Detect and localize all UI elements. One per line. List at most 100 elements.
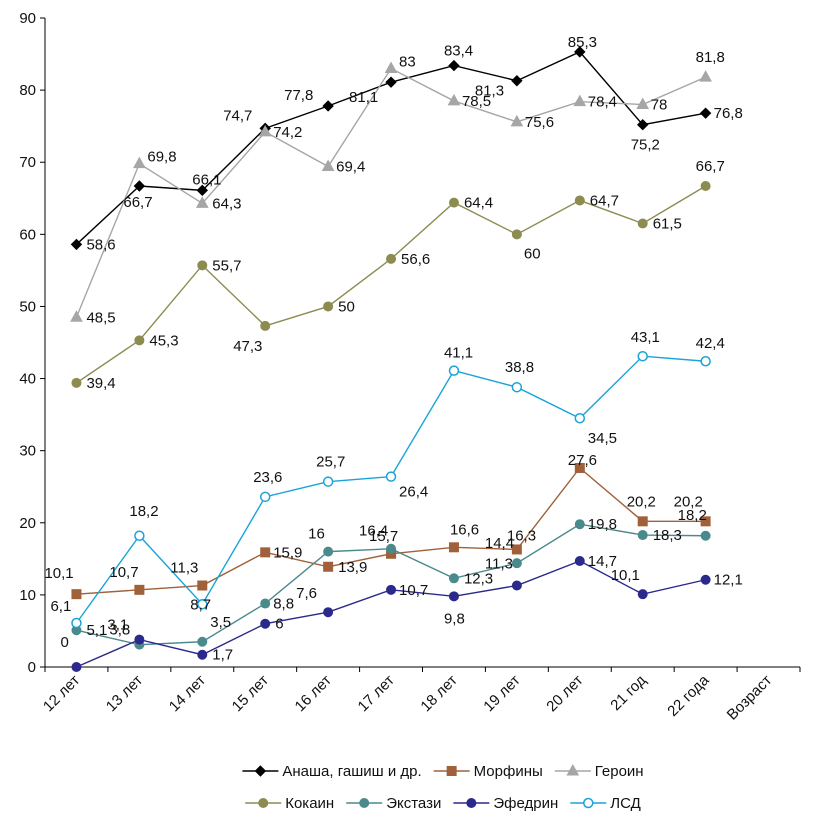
series-3-point (637, 218, 648, 229)
series-6-data-label: 34,5 (588, 430, 617, 447)
legend-item: Героин (554, 763, 644, 780)
series-3-point (511, 229, 522, 240)
series-0-data-label: 85,3 (568, 34, 597, 51)
series-1-data-label: 27,6 (568, 452, 597, 469)
x-tick-label: 13 лет (103, 672, 146, 715)
series-4-point (386, 543, 397, 554)
legend-marker-swatch (566, 763, 580, 776)
series-0-data-label: 81,1 (349, 89, 378, 106)
series-0-point (196, 184, 208, 197)
series-5-point (511, 580, 522, 591)
series-4-data-label: 5,1 (86, 622, 107, 639)
series-1-data-label: 11,3 (170, 560, 198, 577)
y-tick-label: 80 (19, 82, 36, 99)
series-5-point (448, 591, 459, 602)
series-3-point (197, 260, 208, 271)
series-6-data-label: 43,1 (631, 329, 660, 346)
series-0-point (70, 238, 83, 251)
series-1-point (700, 516, 711, 527)
series-6-data-label: 41,1 (444, 345, 473, 362)
legend-marker-swatch (254, 765, 267, 777)
series-3-data-label: 60 (524, 245, 541, 262)
legend-marker-swatch (258, 798, 269, 808)
series-0-point (448, 59, 460, 72)
series-5-data-label: 12,1 (714, 572, 743, 589)
series-1-data-label: 16,3 (507, 527, 536, 544)
series-1-point (448, 542, 459, 553)
series-2-data-label: 64,3 (212, 195, 241, 212)
series-2-point (573, 94, 587, 107)
series-2-point (510, 114, 524, 127)
series-3-point (700, 181, 711, 192)
series-0-point (385, 76, 397, 88)
legend-label: Анаша, гашиш и др. (282, 763, 421, 780)
series-4-data-label: 16,4 (359, 523, 388, 540)
series-markers (70, 46, 712, 672)
x-tick-label: 14 лет (166, 672, 209, 715)
series-1-point (71, 589, 82, 600)
x-tick-label: 22 года (664, 671, 713, 720)
series-0-data-label: 66,1 (192, 171, 221, 188)
series-1-point (574, 462, 585, 473)
y-tick-label: 30 (19, 443, 36, 460)
series-1-data-label: 13,9 (338, 559, 367, 576)
series-4-point (323, 546, 334, 557)
legend-item: Морфины (433, 763, 543, 780)
series-2-data-label: 74,2 (273, 124, 302, 141)
series-5-data-label: 10,1 (611, 567, 640, 584)
series-4-point (637, 530, 648, 541)
series-1-data-label: 20,2 (674, 493, 703, 510)
series-3-data-label: 39,4 (86, 375, 115, 392)
series-6-data-label: 23,6 (253, 469, 282, 486)
series-4-data-label: 3,1 (107, 617, 128, 634)
y-tick-label: 60 (19, 226, 36, 243)
y-tick-label: 10 (19, 587, 36, 604)
legend-marker-swatch (583, 797, 594, 809)
legend-item: Анаша, гашиш и др. (242, 763, 422, 780)
series-2-data-label: 78,5 (462, 93, 491, 110)
series-4-data-label: 14,4 (485, 535, 514, 552)
series-2-point (636, 97, 650, 110)
series-1-point (134, 584, 145, 595)
series-5-point (134, 634, 145, 645)
series-3-data-label: 64,4 (464, 195, 493, 212)
series-0-data-label: 58,6 (86, 236, 115, 253)
y-tick-label: 40 (19, 371, 36, 388)
legend-label: ЛСД (610, 795, 641, 812)
series-5-data-label: 3,8 (109, 622, 130, 639)
series-6-point (700, 355, 711, 367)
x-tick-label: 12 лет (40, 672, 83, 715)
series-1-data-label: 20,2 (627, 493, 656, 510)
series-3-point (260, 320, 271, 331)
series-3-point (71, 377, 82, 388)
series-3-data-label: 55,7 (212, 257, 241, 274)
x-tick-label: 15 лет (229, 672, 272, 715)
series-4-data-label: 18,3 (653, 527, 682, 544)
x-tick-label: 16 лет (292, 672, 335, 715)
series-4-point (700, 530, 711, 541)
series-2-data-label: 83 (399, 53, 416, 70)
series-0-data-label: 77,8 (284, 87, 313, 104)
legend-label: Эфедрин (493, 795, 558, 812)
series-0-point (133, 180, 146, 192)
series-3-data-label: 64,7 (590, 192, 619, 209)
series-6-point (511, 381, 523, 393)
series-6-point (197, 599, 208, 610)
series-1-point (260, 547, 271, 558)
series-3-point (574, 195, 585, 206)
series-0-data-label: 75,2 (631, 137, 660, 154)
series-2-point (699, 70, 712, 82)
series-5-point (637, 589, 648, 600)
series-1-point (637, 516, 648, 527)
series-6-data-label: 18,2 (129, 503, 158, 520)
series-5-data-label: 6 (275, 616, 283, 633)
series-6-point (385, 471, 397, 482)
series-3-data-label: 56,6 (401, 251, 430, 268)
series-6-point (637, 350, 648, 362)
legend-label: Героин (595, 763, 644, 780)
legend-label: Кокаин (285, 795, 334, 812)
series-0-point (699, 107, 712, 119)
series-2-point (447, 93, 461, 106)
series-4-data-label: 19,8 (588, 516, 617, 533)
